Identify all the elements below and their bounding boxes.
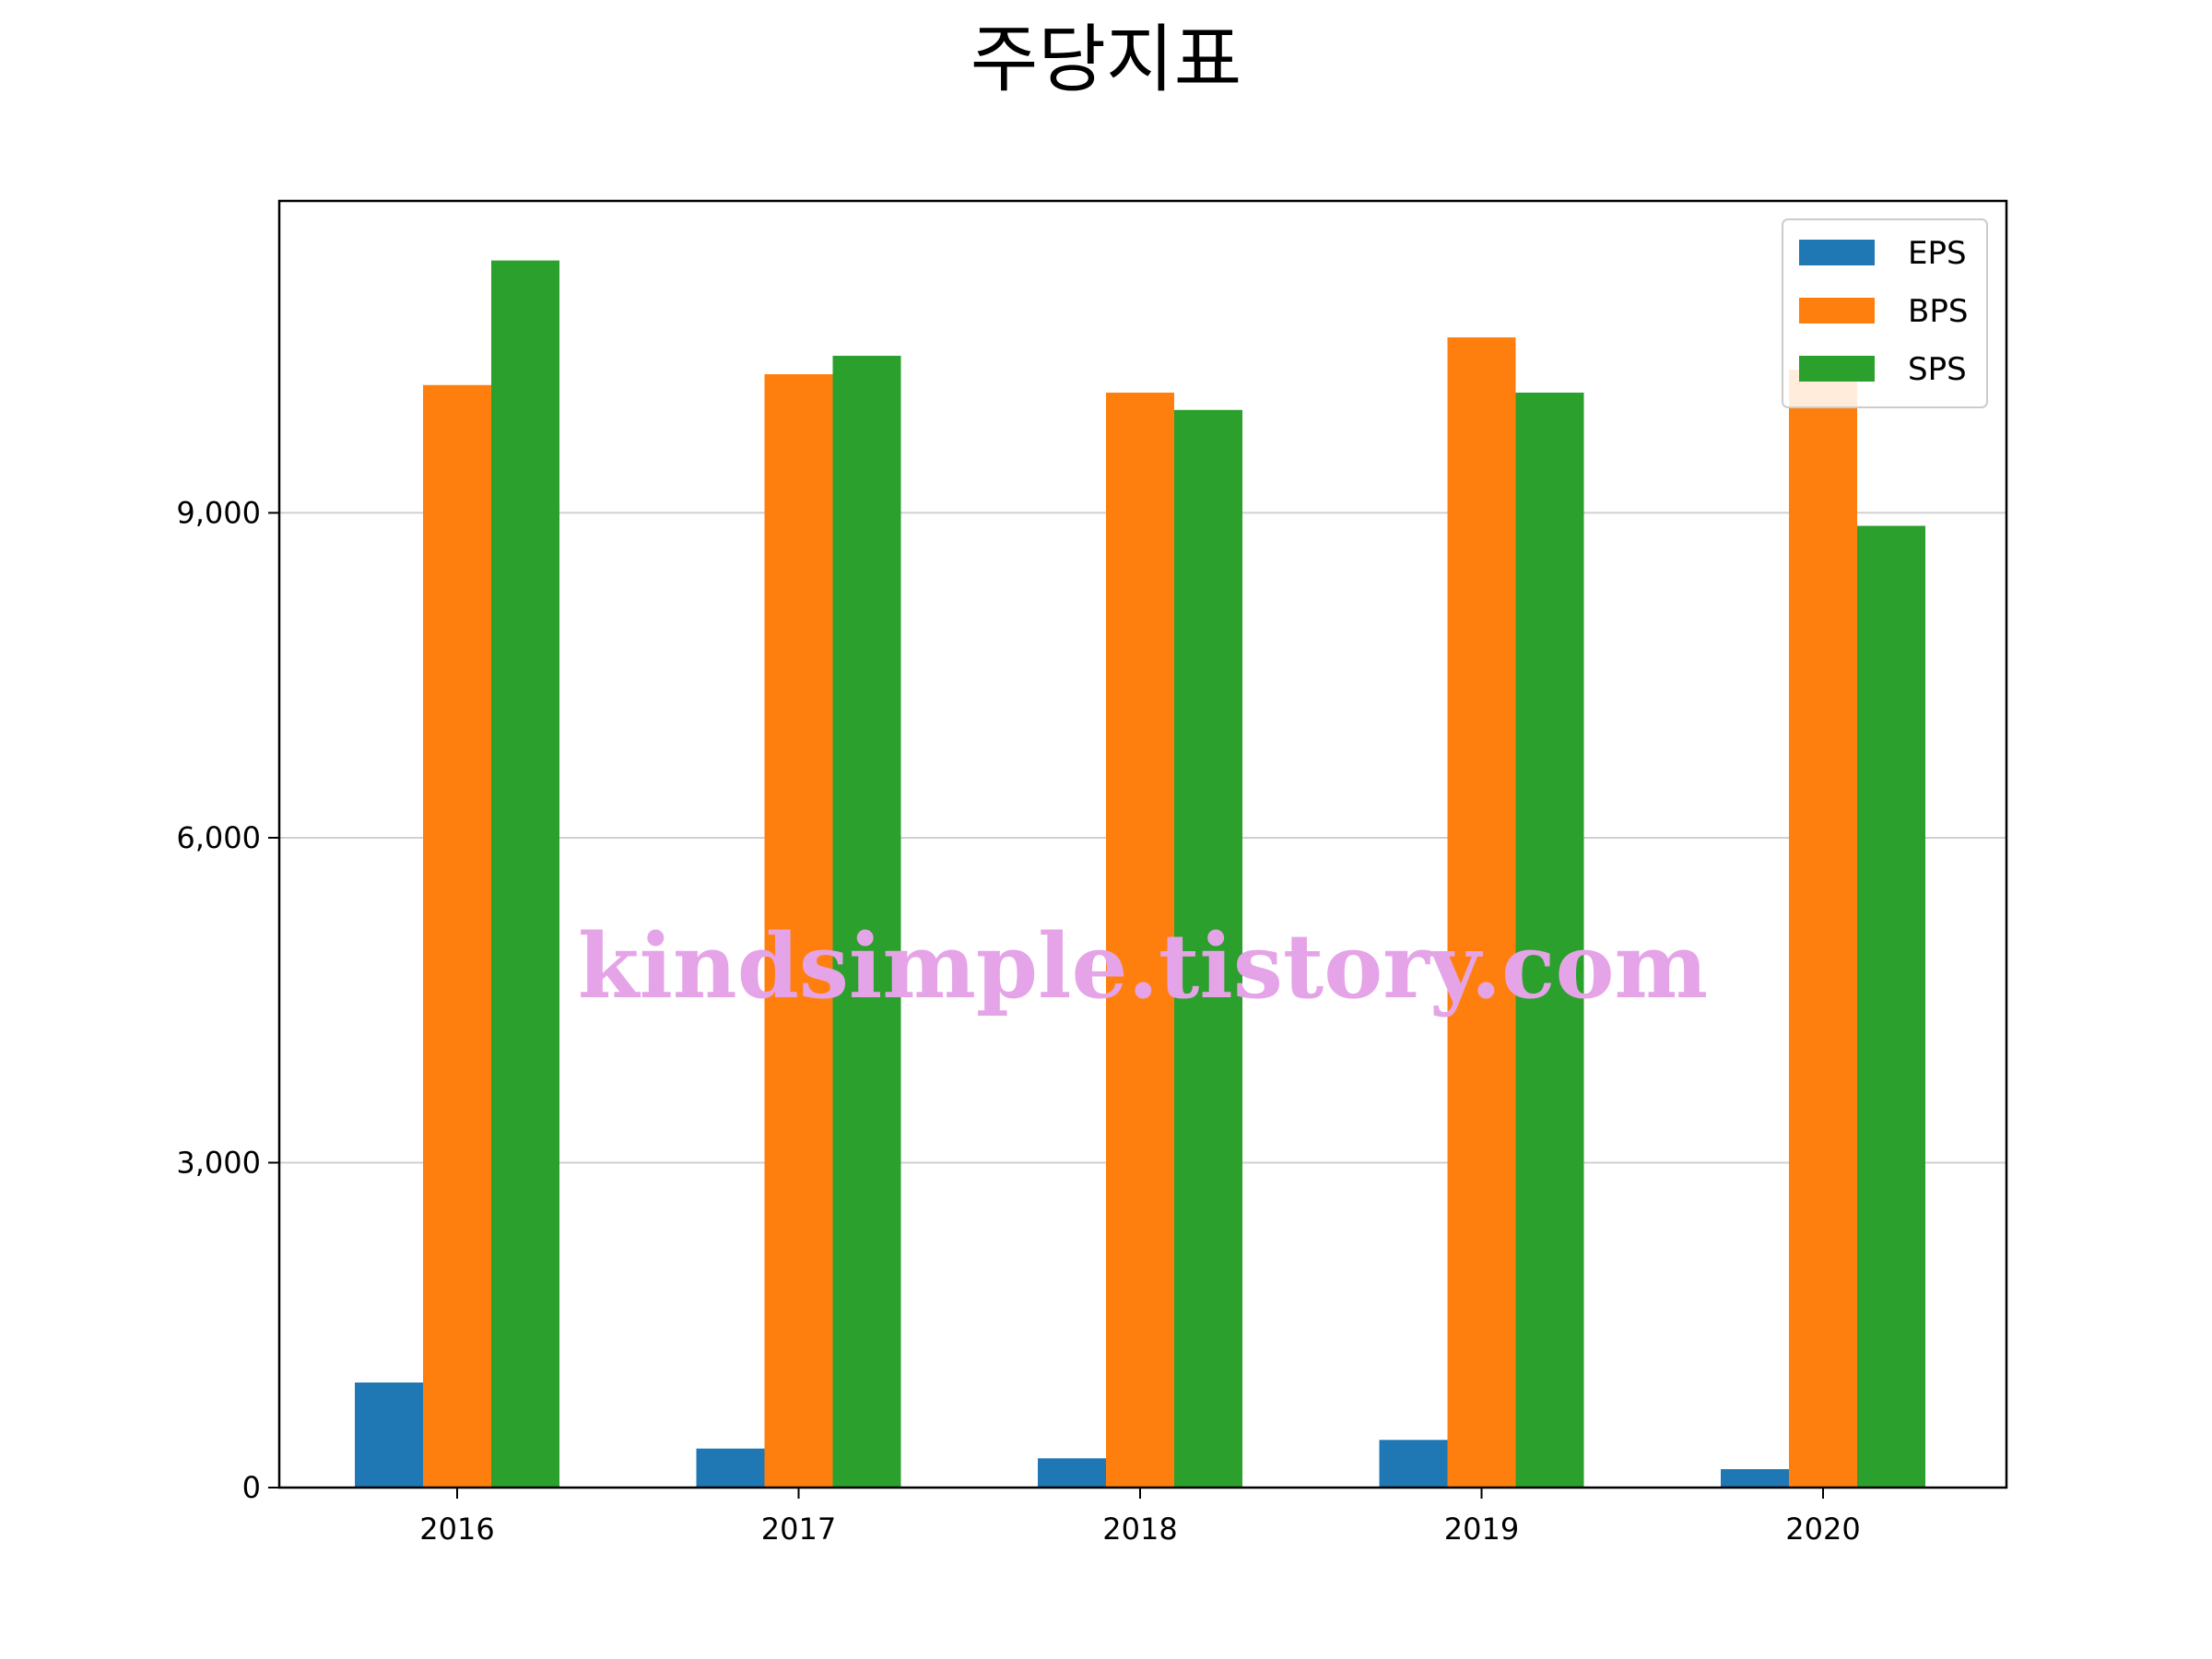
y-axis: 0 3,000 6,000 9,000 (176, 495, 279, 1505)
bar-sps-2018 (1174, 409, 1242, 1488)
bar-bps-2016 (423, 384, 491, 1488)
x-axis: 2016 2017 2018 2019 2020 (419, 1488, 1861, 1547)
y-tick-label: 6,000 (176, 820, 261, 855)
bar-sps-2020 (1857, 525, 1925, 1488)
bar-eps-2020 (1721, 1469, 1789, 1488)
legend: EPS BPS SPS (1782, 218, 1988, 408)
bar-bps-2018 (1106, 392, 1174, 1488)
x-tick-label: 2019 (1444, 1512, 1519, 1547)
legend-swatch-eps (1799, 240, 1875, 265)
legend-swatch-bps (1799, 298, 1875, 324)
bar-sps-2019 (1515, 392, 1584, 1488)
legend-swatch-sps (1799, 356, 1875, 382)
bars-group (355, 260, 1925, 1488)
y-tick-label: 3,000 (176, 1145, 261, 1180)
bar-eps-2018 (1038, 1458, 1106, 1488)
y-tick-label: 9,000 (176, 495, 261, 530)
x-tick-label: 2017 (761, 1512, 836, 1547)
bar-bps-2020 (1789, 370, 1857, 1488)
bar-eps-2019 (1379, 1440, 1448, 1488)
bar-sps-2016 (491, 260, 559, 1488)
bar-sps-2017 (832, 356, 901, 1488)
legend-label-sps: SPS (1908, 351, 1967, 388)
legend-label-bps: BPS (1908, 293, 1968, 330)
bar-eps-2016 (355, 1382, 423, 1488)
y-tick-label: 0 (242, 1470, 261, 1505)
plot-frame (277, 199, 2008, 1489)
x-tick-label: 2016 (419, 1512, 494, 1547)
bar-bps-2017 (764, 374, 833, 1488)
watermark-text: kindsimple.tistory.com (578, 914, 1708, 1018)
bar-eps-2017 (696, 1448, 765, 1488)
chart-title: 주당지표 (971, 17, 1241, 102)
x-tick-label: 2020 (1785, 1512, 1860, 1547)
legend-label-eps: EPS (1908, 235, 1967, 272)
bar-bps-2019 (1447, 337, 1516, 1488)
x-tick-label: 2018 (1102, 1512, 1177, 1547)
